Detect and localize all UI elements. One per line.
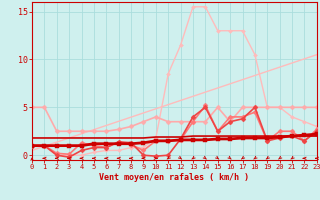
X-axis label: Vent moyen/en rafales ( km/h ): Vent moyen/en rafales ( km/h ) <box>100 173 249 182</box>
